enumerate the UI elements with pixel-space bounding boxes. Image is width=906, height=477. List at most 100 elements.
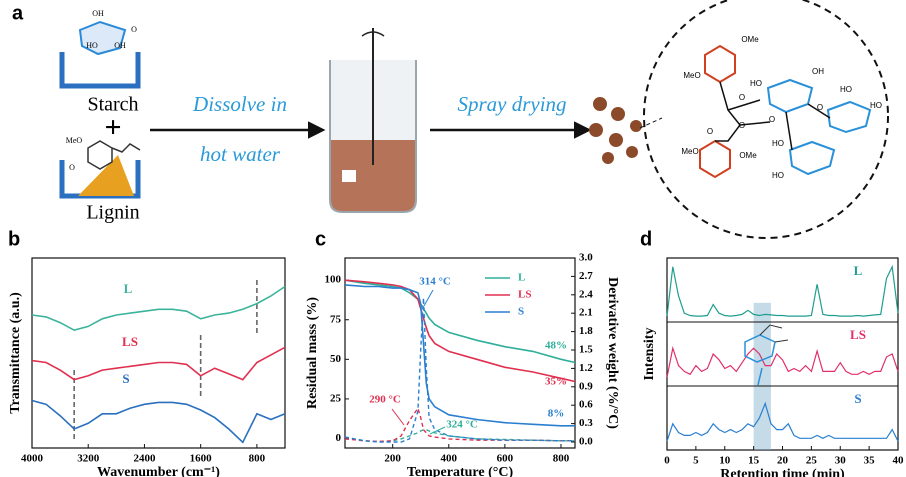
- sugar-ring: [766, 78, 814, 114]
- atom-label: HO: [750, 79, 762, 88]
- annotation: 314 °C: [419, 276, 451, 288]
- series-label: LS: [122, 334, 138, 349]
- y2-axis-label: Derivative weight (%/°C): [605, 277, 620, 429]
- atom-label: OH: [812, 67, 824, 76]
- annotation: 324 °C: [446, 419, 478, 431]
- series-label: LS: [850, 327, 866, 342]
- panel-label: c: [315, 228, 326, 250]
- y2-tick-label: 1.5: [579, 344, 593, 356]
- annotation-arrow: [423, 289, 434, 307]
- atom-label: O: [739, 121, 745, 130]
- plot-frame: [31, 257, 286, 449]
- line: [666, 401, 899, 442]
- atom-label: MeO: [681, 147, 698, 156]
- starch-tray: [59, 52, 141, 89]
- x-tick-label: 40: [893, 455, 905, 467]
- x-tick-label: 10: [719, 455, 731, 467]
- y2-tick-label: 1.8: [579, 325, 593, 337]
- x-tick-label: 25: [806, 455, 818, 467]
- aromatic-ring: [704, 44, 736, 84]
- y2-tick-label: 0.9: [579, 380, 593, 392]
- y2-tick-label: 0.6: [579, 399, 593, 411]
- atom-label: O: [817, 103, 823, 112]
- panel-a-art: +: [59, 0, 889, 239]
- x-tick-label: 3200: [77, 453, 100, 465]
- starch-ring: [78, 20, 127, 56]
- x-tick-label: 400: [441, 453, 458, 465]
- inset-arrow: [757, 367, 763, 386]
- y-tick-label: 25: [330, 392, 342, 404]
- x-tick-label: 200: [384, 453, 401, 465]
- annotation: 8%: [548, 408, 565, 420]
- x-axis-label: Retention time (min): [720, 467, 845, 477]
- atom-label: O: [69, 163, 75, 172]
- label: Starch: [87, 94, 138, 116]
- lignin-ring: [87, 140, 113, 170]
- y-tick-label: 100: [325, 274, 342, 286]
- y-axis-label: Transmittance (a.u.): [8, 292, 23, 414]
- lignin-wedge: [78, 155, 134, 196]
- x-tick-label: 5: [693, 455, 699, 467]
- plot-frame: [666, 257, 899, 451]
- solution: [331, 140, 415, 211]
- step-label: hot water: [200, 142, 281, 166]
- legend-label: S: [518, 306, 524, 318]
- atom-label: HO: [840, 85, 852, 94]
- atom-label: HO: [870, 101, 882, 110]
- atom-label: OMe: [741, 35, 759, 44]
- x-tick-label: 4000: [21, 453, 44, 465]
- stir-bar: [342, 170, 356, 182]
- y-tick-label: 0: [336, 432, 342, 444]
- sugar-ring: [788, 140, 836, 176]
- annotation-arrow: [391, 408, 405, 426]
- x-tick-label: 600: [497, 453, 514, 465]
- lignin-chain: [111, 143, 141, 153]
- series-label: L: [854, 263, 863, 278]
- panel-label: d: [640, 228, 652, 250]
- label: Lignin: [86, 202, 139, 224]
- bonds: [785, 103, 831, 151]
- y-tick-label: 50: [330, 353, 342, 365]
- line: [666, 264, 899, 317]
- legend-label: L: [518, 272, 525, 284]
- highlight-band: [753, 302, 771, 450]
- x-tick-label: 15: [748, 455, 760, 467]
- line: [666, 345, 899, 378]
- x-tick-label: 30: [835, 455, 847, 467]
- atom-label: O: [769, 115, 775, 124]
- annotation: 48%: [545, 340, 567, 352]
- x-tick-label: 35: [864, 455, 876, 467]
- y-tick-label: 75: [330, 313, 342, 325]
- y2-tick-label: 2.1: [579, 307, 593, 319]
- x-tick-label: 0: [664, 455, 670, 467]
- y2-tick-label: 2.7: [579, 270, 593, 282]
- step-label: Dissolve in: [192, 92, 287, 116]
- sugar-ring: [826, 100, 872, 134]
- atom-label: O: [131, 25, 137, 34]
- x-tick-label: 800: [249, 453, 266, 465]
- mass-line: [344, 279, 576, 364]
- atom-label: OMe: [739, 151, 757, 160]
- series-label: S: [854, 391, 861, 406]
- rotation: [361, 31, 385, 37]
- y2-tick-label: 1.2: [579, 362, 593, 374]
- mass-line: [344, 284, 575, 427]
- annotation-arrow: [429, 426, 446, 435]
- plus: +: [104, 111, 121, 144]
- atom-label: MeO: [683, 71, 700, 80]
- y2-tick-label: 0.0: [579, 436, 593, 448]
- particles: [589, 97, 642, 164]
- series-label: S: [122, 371, 129, 386]
- atom-label: MeO: [66, 136, 83, 145]
- x-tick-label: 800: [553, 453, 570, 465]
- mass-line: [344, 279, 576, 383]
- plot-frame: [344, 257, 576, 449]
- y-axis-label: Intensity: [642, 328, 657, 381]
- aromatic-ring: [699, 139, 731, 179]
- dtg-line: [344, 297, 575, 443]
- inset-molecule: [759, 324, 789, 343]
- atom-label: HO: [86, 41, 98, 50]
- y2-tick-label: 2.4: [579, 288, 593, 300]
